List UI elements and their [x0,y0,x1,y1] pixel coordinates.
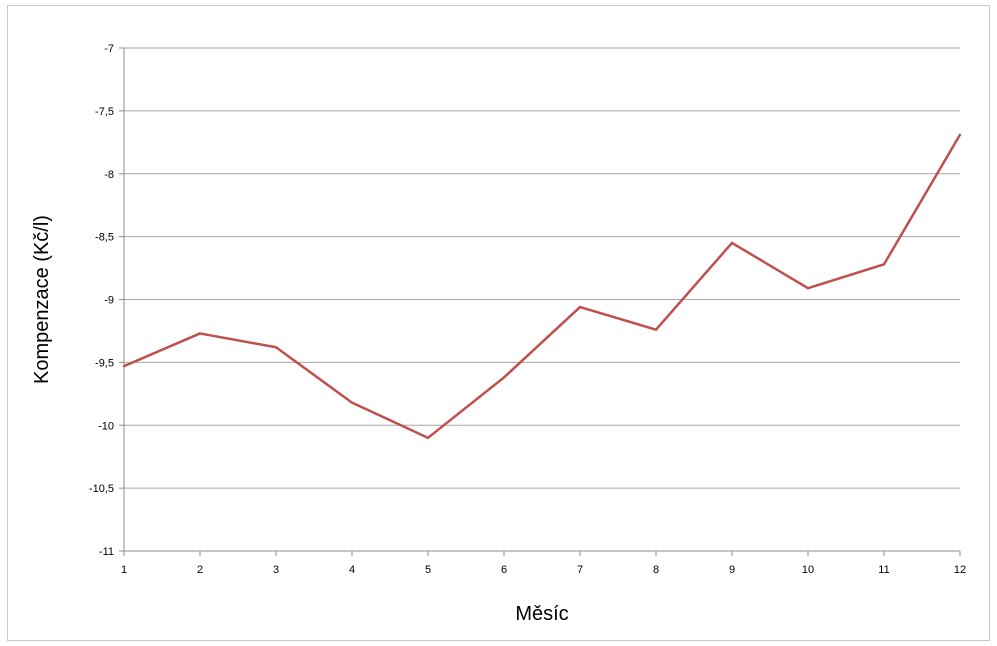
data-point [578,305,582,309]
y-tick-label: -8 [104,169,114,181]
data-point [122,364,126,368]
y-axis-title: Kompenzace (Kč/l) [31,215,53,384]
data-point [198,332,202,335]
data-point [350,401,354,404]
series-line [123,134,962,440]
x-axis-ticks: 1 2 3 4 5 6 7 8 9 10 11 12 [121,551,966,576]
y-tick-label: -9,5 [95,357,114,369]
data-point [426,436,430,440]
x-tick-label: 11 [878,564,889,576]
x-tick-label: 4 [349,564,355,576]
data-point [730,241,734,245]
x-tick-label: 5 [425,564,431,576]
x-tick-label: 12 [954,564,966,576]
x-tick-label: 7 [577,564,583,576]
y-axis-ticks: -7 -7,5 -8 -8,5 -9 -9,5 -10 -10,5 -11 [89,43,124,558]
data-point [502,376,506,379]
series-group [122,133,962,440]
data-point [274,346,278,349]
x-tick-label: 1 [121,564,127,576]
y-tick-label: -7,5 [95,106,114,118]
data-point [654,328,658,331]
x-tick-label: 10 [802,564,814,576]
data-point [806,286,810,290]
y-tick-label: -9 [104,295,114,307]
data-point [882,263,886,266]
y-tick-label: -10 [98,420,114,432]
y-tick-label: -11 [99,546,114,558]
data-point [958,133,962,136]
gridlines [124,47,960,552]
x-tick-label: 9 [729,564,735,576]
x-axis-title: Měsíc [515,603,568,625]
y-tick-label: -7 [104,43,114,55]
x-tick-label: 2 [197,564,203,576]
y-tick-label: -8,5 [95,232,114,244]
x-tick-label: 3 [273,564,279,576]
x-tick-label: 8 [653,564,659,576]
x-tick-label: 6 [501,564,507,576]
y-tick-label: -10,5 [89,483,114,495]
